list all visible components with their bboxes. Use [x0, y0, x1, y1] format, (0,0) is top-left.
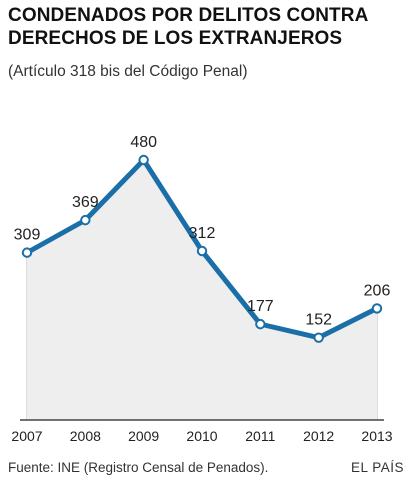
- source-note: Fuente: INE (Registro Censal de Penados)…: [8, 460, 269, 475]
- data-label: 206: [364, 282, 391, 299]
- publisher-credit: EL PAÍS: [350, 460, 404, 475]
- data-label: 177: [247, 298, 274, 315]
- data-label: 152: [305, 312, 332, 329]
- x-tick-label: 2011: [245, 428, 275, 444]
- data-label: 480: [130, 134, 157, 151]
- chart-subtitle: (Artículo 318 bis del Código Penal): [8, 63, 248, 80]
- x-tick-label: 2012: [303, 428, 334, 444]
- data-point: [138, 154, 149, 166]
- data-point: [21, 247, 33, 258]
- data-label: 369: [72, 194, 99, 211]
- data-point: [196, 245, 208, 257]
- chart-title: CONDENADOS POR DELITOS CONTRA DERECHOS D…: [8, 5, 368, 49]
- data-label: 312: [189, 225, 216, 242]
- x-tick-label: 2010: [186, 428, 217, 444]
- data-point: [313, 332, 324, 343]
- data-point: [255, 318, 266, 330]
- data-point: [371, 303, 383, 314]
- area-fill: [27, 160, 377, 420]
- x-tick-label: 2007: [11, 428, 42, 444]
- x-tick-label: 2008: [70, 428, 101, 444]
- x-tick-label: 2009: [128, 428, 159, 444]
- data-point: [80, 214, 91, 226]
- x-tick-label: 2013: [361, 428, 392, 444]
- data-label: 309: [14, 227, 41, 244]
